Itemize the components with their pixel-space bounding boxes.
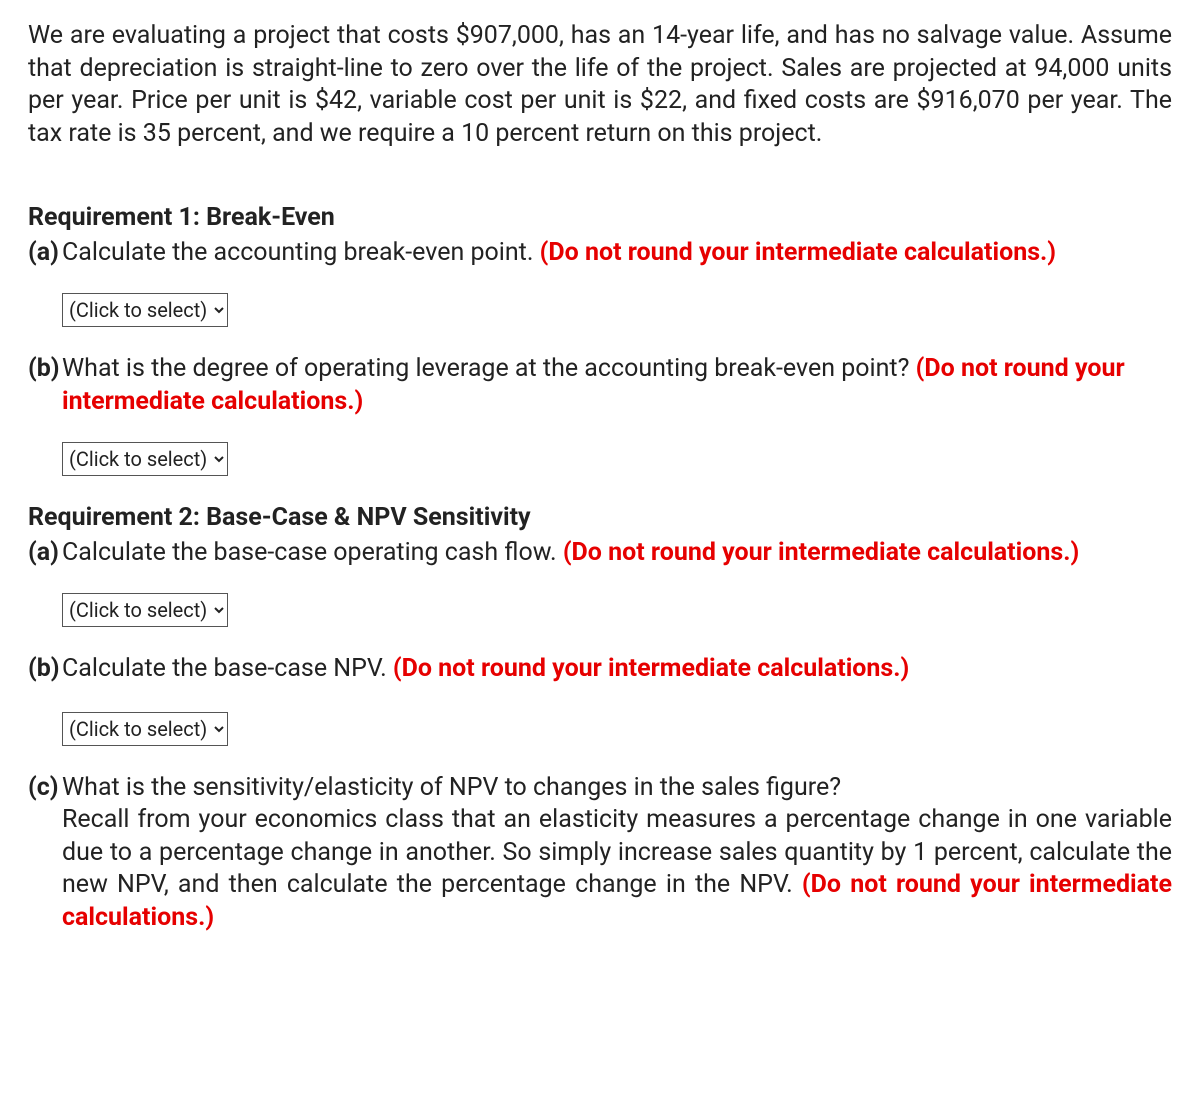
part-label-a: (a) [28,537,62,570]
req2-part-a: (a) Calculate the base-case operating ca… [28,537,1172,570]
req2-b-text-red: (Do not round your intermediate calculat… [393,654,909,683]
req2-a-text: Calculate the base-case operating cash f… [62,537,1172,570]
part-label-b: (b) [28,353,62,386]
req1-b-select[interactable]: (Click to select) [62,442,228,476]
req2-a-text-black: Calculate the base-case operating cash f… [62,538,563,567]
req1-b-text: What is the degree of operating leverage… [62,353,1172,418]
part-label-b: (b) [28,653,62,686]
req2-c-line1: What is the sensitivity/elasticity of NP… [62,773,841,802]
req1-part-b: (b) What is the degree of operating leve… [28,353,1172,418]
req1-b-text-black: What is the degree of operating leverage… [62,354,916,383]
req1-a-text: Calculate the accounting break-even poin… [62,237,1172,270]
requirement-1: Requirement 1: Break-Even (a) Calculate … [28,202,1172,476]
req2-part-b: (b) Calculate the base-case NPV. (Do not… [28,653,1172,686]
part-label-a: (a) [28,237,62,270]
requirement-2-heading: Requirement 2: Base-Case & NPV Sensitivi… [28,502,1172,535]
part-label-c: (c) [28,772,62,805]
requirement-1-heading: Requirement 1: Break-Even [28,202,1172,235]
req2-part-c: (c) What is the sensitivity/elasticity o… [28,772,1172,805]
req2-a-select[interactable]: (Click to select) [62,593,228,627]
req2-b-select[interactable]: (Click to select) [62,712,228,746]
req1-a-text-red: (Do not round your intermediate calculat… [540,238,1056,267]
requirement-2: Requirement 2: Base-Case & NPV Sensitivi… [28,502,1172,934]
req1-a-text-black: Calculate the accounting break-even poin… [62,238,540,267]
req2-b-text: Calculate the base-case NPV. (Do not rou… [62,653,1172,686]
problem-intro: We are evaluating a project that costs $… [28,20,1172,150]
req2-c-body: Recall from your economics class that an… [62,804,1172,934]
req2-b-text-black: Calculate the base-case NPV. [62,654,393,683]
req2-c-text: What is the sensitivity/elasticity of NP… [62,772,1172,805]
req1-part-a: (a) Calculate the accounting break-even … [28,237,1172,270]
req1-a-select[interactable]: (Click to select) [62,293,228,327]
req2-a-text-red: (Do not round your intermediate calculat… [563,538,1079,567]
